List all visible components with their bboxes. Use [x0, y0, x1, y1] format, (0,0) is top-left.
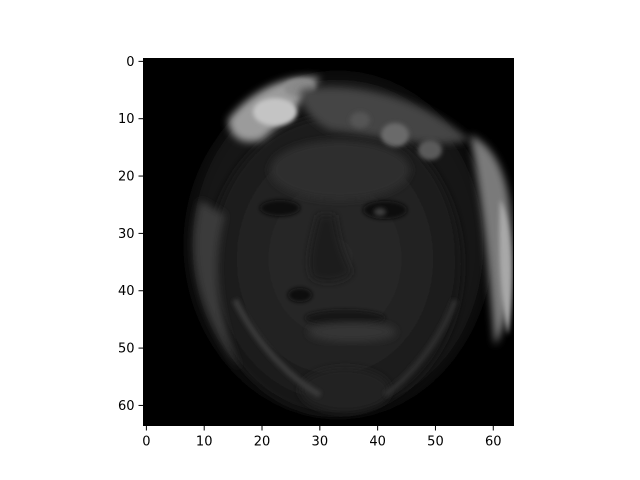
y-tick-label: 30 — [118, 227, 135, 242]
right-jaw — [383, 298, 458, 398]
y-tick-label: 40 — [118, 284, 135, 299]
hair-curl-2 — [418, 140, 442, 160]
x-tick-label: 40 — [369, 435, 386, 450]
x-axis-ticks: 0 10 20 30 40 50 60 — [142, 425, 502, 450]
x-tick-label: 50 — [427, 435, 444, 450]
hair-spot-1 — [253, 98, 297, 126]
y-tick-label: 60 — [118, 399, 135, 414]
upper-lip — [305, 310, 385, 326]
axes-frame — [143, 58, 514, 426]
y-tick-label: 10 — [118, 112, 135, 127]
x-tick-label: 10 — [196, 435, 213, 450]
y-tick-label: 20 — [118, 170, 135, 185]
x-tick-label: 0 — [142, 435, 150, 450]
x-tick-label: 60 — [485, 435, 502, 450]
nose — [309, 215, 352, 282]
top-hair-band — [300, 87, 470, 144]
forehead — [270, 140, 410, 200]
nose-shadow — [288, 288, 312, 302]
left-eye — [260, 200, 300, 216]
right-edge-bright — [499, 200, 512, 335]
image-pixels — [143, 58, 514, 426]
lower-lip — [308, 322, 396, 342]
right-eye-glint — [374, 208, 386, 216]
hair-curl-1 — [381, 123, 409, 147]
x-tick-label: 20 — [254, 435, 271, 450]
left-cheek-highlight — [193, 200, 240, 370]
chin — [300, 368, 390, 412]
y-tick-label: 50 — [118, 342, 135, 357]
left-jaw — [232, 298, 322, 398]
hair-curl-3 — [350, 112, 370, 128]
y-axis-ticks: 0 10 20 30 40 50 60 — [118, 55, 144, 414]
x-tick-label: 30 — [312, 435, 329, 450]
y-tick-label: 0 — [126, 55, 134, 70]
